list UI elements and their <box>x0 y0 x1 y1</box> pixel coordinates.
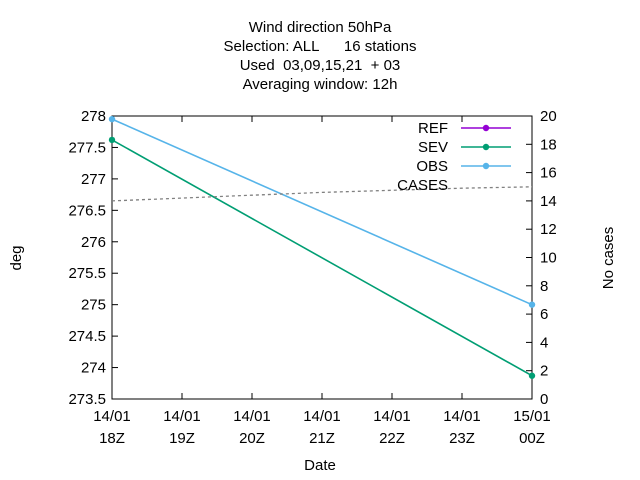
y2-tick-label: 4 <box>540 334 548 351</box>
legend-label-cases: CASES <box>397 177 448 194</box>
series-line-sev <box>111 139 533 377</box>
title-line-4: Averaging window: 12h <box>243 76 398 93</box>
x-tick-label-hour: 21Z <box>309 430 335 447</box>
data-point-obs <box>108 115 116 123</box>
x-tick-label-date: 14/01 <box>303 408 341 425</box>
x-tick-label-date: 14/01 <box>233 408 271 425</box>
y2-tick-label: 18 <box>540 136 557 153</box>
y-tick-label: 274.5 <box>68 328 106 345</box>
y2-tick-label: 16 <box>540 165 557 182</box>
x-tick-label-date: 14/01 <box>443 408 481 425</box>
x-tick-label-hour: 22Z <box>379 430 405 447</box>
x-tick-label-hour: 00Z <box>519 430 545 447</box>
y-tick-label: 277 <box>81 171 106 188</box>
y-axis-label: deg <box>8 245 25 270</box>
y2-axis-label: No cases <box>600 227 617 290</box>
y-tick-label: 278 <box>81 108 106 125</box>
series-line-cases <box>111 186 533 202</box>
legend-label-ref: REF <box>418 120 448 137</box>
series-line-obs <box>111 118 533 306</box>
legend-label-sev: SEV <box>418 139 448 156</box>
y2-tick-label: 12 <box>540 221 557 238</box>
x-axis-label: Date <box>304 457 336 474</box>
legend-label-obs: OBS <box>416 158 448 175</box>
x-tick-label-date: 14/01 <box>373 408 411 425</box>
chart-title: Wind direction 50hPa Selection: ALL 16 s… <box>224 19 417 93</box>
y-tick-label: 275 <box>81 297 106 314</box>
x-tick-label-date: 14/01 <box>93 408 131 425</box>
y-tick-label: 276 <box>81 234 106 251</box>
title-line-3: Used 03,09,15,21 + 03 <box>240 57 401 74</box>
y-tick-label: 275.5 <box>68 265 106 282</box>
x-tick-label-hour: 19Z <box>169 430 195 447</box>
data-point-obs <box>528 301 536 308</box>
y2-tick-label: 2 <box>540 363 548 380</box>
x-tick-label-hour: 23Z <box>449 430 475 447</box>
data-point-sev <box>528 372 536 379</box>
title-line-1: Wind direction 50hPa <box>249 19 392 36</box>
x-tick-label-hour: 18Z <box>99 430 125 447</box>
ticks-layer: 273.5 274 274.5 275 275.5 276 276.5 277 277.5 278… <box>68 108 556 447</box>
x-tick-label-date: 15/01 <box>513 408 551 425</box>
x-tick-label-date: 14/01 <box>163 408 201 425</box>
y-tick-label: 276.5 <box>68 202 106 219</box>
y-tick-label: 274 <box>81 360 106 377</box>
y-tick-label: 273.5 <box>68 391 106 408</box>
y2-tick-label: 14 <box>540 193 557 210</box>
series-layer <box>108 115 536 379</box>
y2-tick-label: 6 <box>540 306 548 323</box>
y2-tick-label: 20 <box>540 108 557 125</box>
y2-tick-label: 10 <box>540 250 557 267</box>
title-line-2: Selection: ALL 16 stations <box>224 38 417 55</box>
y-tick-label: 277.5 <box>68 139 106 156</box>
x-tick-label-hour: 20Z <box>239 430 265 447</box>
y2-tick-label: 8 <box>540 278 548 295</box>
data-point-sev <box>108 136 116 144</box>
y2-tick-label: 0 <box>540 391 548 408</box>
legend: REF SEV OBS CASES <box>397 120 511 194</box>
